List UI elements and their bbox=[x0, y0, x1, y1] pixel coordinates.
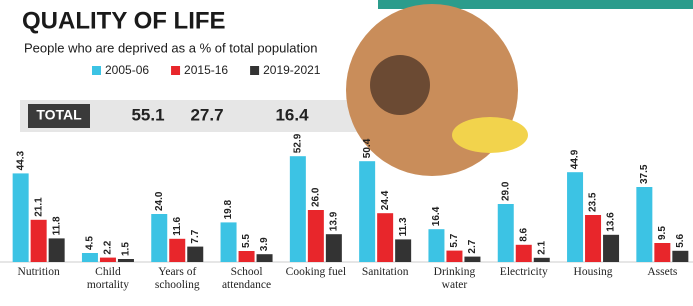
chart-title: QUALITY OF LIFE bbox=[22, 7, 226, 34]
total-value: 27.7 bbox=[190, 105, 223, 124]
legend-label: 2005-06 bbox=[105, 63, 149, 77]
bar bbox=[13, 173, 29, 262]
x-tick-label: Electricity bbox=[491, 266, 557, 279]
legend-swatch bbox=[250, 66, 259, 75]
value-label: 50.4 bbox=[362, 138, 373, 158]
value-label: 16.4 bbox=[431, 206, 442, 226]
bar bbox=[257, 254, 273, 262]
value-label: 44.9 bbox=[570, 149, 581, 169]
bar bbox=[82, 253, 98, 262]
bar bbox=[534, 258, 550, 262]
x-tick-label: Assets bbox=[629, 266, 693, 279]
bar bbox=[31, 220, 47, 262]
x-tick-label: Child mortality bbox=[75, 266, 141, 292]
legend-swatch bbox=[171, 66, 180, 75]
bar bbox=[118, 259, 134, 262]
bar bbox=[290, 156, 306, 262]
x-tick-label: Housing bbox=[560, 266, 626, 279]
value-label: 7.7 bbox=[190, 229, 201, 243]
bar bbox=[654, 243, 670, 262]
x-tick-label: Nutrition bbox=[6, 266, 72, 279]
total-value: 16.4 bbox=[275, 105, 309, 124]
bar bbox=[151, 214, 167, 262]
value-label: 24.0 bbox=[154, 191, 165, 211]
value-label: 24.4 bbox=[380, 190, 391, 210]
value-label: 11.8 bbox=[51, 216, 62, 235]
value-label: 11.3 bbox=[398, 217, 409, 236]
value-label: 44.3 bbox=[15, 150, 26, 170]
value-label: 2.7 bbox=[467, 239, 478, 253]
bar bbox=[100, 258, 116, 262]
photo-detail bbox=[370, 55, 430, 115]
bar bbox=[395, 239, 411, 262]
x-tick-label: Sanitation bbox=[352, 266, 418, 279]
bar bbox=[672, 251, 688, 262]
legend-label: 2015-16 bbox=[184, 63, 228, 77]
bar bbox=[446, 251, 462, 262]
value-label: 26.0 bbox=[310, 187, 321, 207]
bar bbox=[498, 204, 514, 262]
legend-label: 2019-2021 bbox=[263, 63, 321, 77]
infographic: QUALITY OF LIFE People who are deprived … bbox=[0, 0, 693, 306]
bar bbox=[377, 213, 393, 262]
x-tick-label: Cooking fuel bbox=[283, 266, 349, 279]
bar bbox=[567, 172, 583, 262]
bar bbox=[636, 187, 652, 262]
value-label: 13.6 bbox=[606, 212, 617, 232]
value-label: 13.9 bbox=[328, 211, 339, 231]
bar bbox=[326, 234, 342, 262]
bar bbox=[49, 238, 65, 262]
photo-detail bbox=[452, 117, 528, 153]
value-label: 2.1 bbox=[536, 240, 547, 254]
legend-swatch bbox=[92, 66, 101, 75]
bar bbox=[239, 251, 255, 262]
bar bbox=[169, 239, 185, 262]
bar bbox=[464, 257, 480, 262]
bar bbox=[516, 245, 532, 262]
value-label: 29.0 bbox=[500, 181, 511, 201]
x-tick-label: Drinking water bbox=[421, 266, 487, 292]
bar bbox=[221, 222, 237, 262]
bar bbox=[308, 210, 324, 262]
value-label: 11.6 bbox=[172, 216, 183, 235]
total-label: TOTAL bbox=[36, 107, 82, 123]
value-label: 3.9 bbox=[259, 237, 270, 251]
value-label: 21.1 bbox=[33, 197, 44, 217]
bar bbox=[428, 229, 444, 262]
bar bbox=[187, 247, 203, 262]
value-label: 23.5 bbox=[588, 192, 599, 212]
total-value: 55.1 bbox=[131, 105, 164, 124]
x-tick-label: Years of schooling bbox=[144, 266, 210, 292]
x-tick-label: School attendance bbox=[214, 266, 280, 292]
value-label: 8.6 bbox=[518, 227, 529, 241]
value-label: 19.8 bbox=[223, 199, 234, 219]
value-label: 5.5 bbox=[241, 234, 252, 248]
value-label: 5.7 bbox=[449, 233, 460, 247]
value-label: 2.2 bbox=[103, 240, 114, 254]
chart: QUALITY OF LIFE People who are deprived … bbox=[0, 0, 693, 306]
value-label: 9.5 bbox=[657, 226, 668, 240]
bar bbox=[359, 161, 375, 262]
value-label: 52.9 bbox=[292, 133, 303, 153]
value-label: 5.6 bbox=[675, 233, 686, 247]
value-label: 1.5 bbox=[121, 242, 132, 256]
value-label: 37.5 bbox=[639, 164, 650, 184]
bar bbox=[603, 235, 619, 262]
bar bbox=[585, 215, 601, 262]
value-label: 4.5 bbox=[85, 236, 96, 250]
chart-subtitle: People who are deprived as a % of total … bbox=[24, 40, 317, 55]
